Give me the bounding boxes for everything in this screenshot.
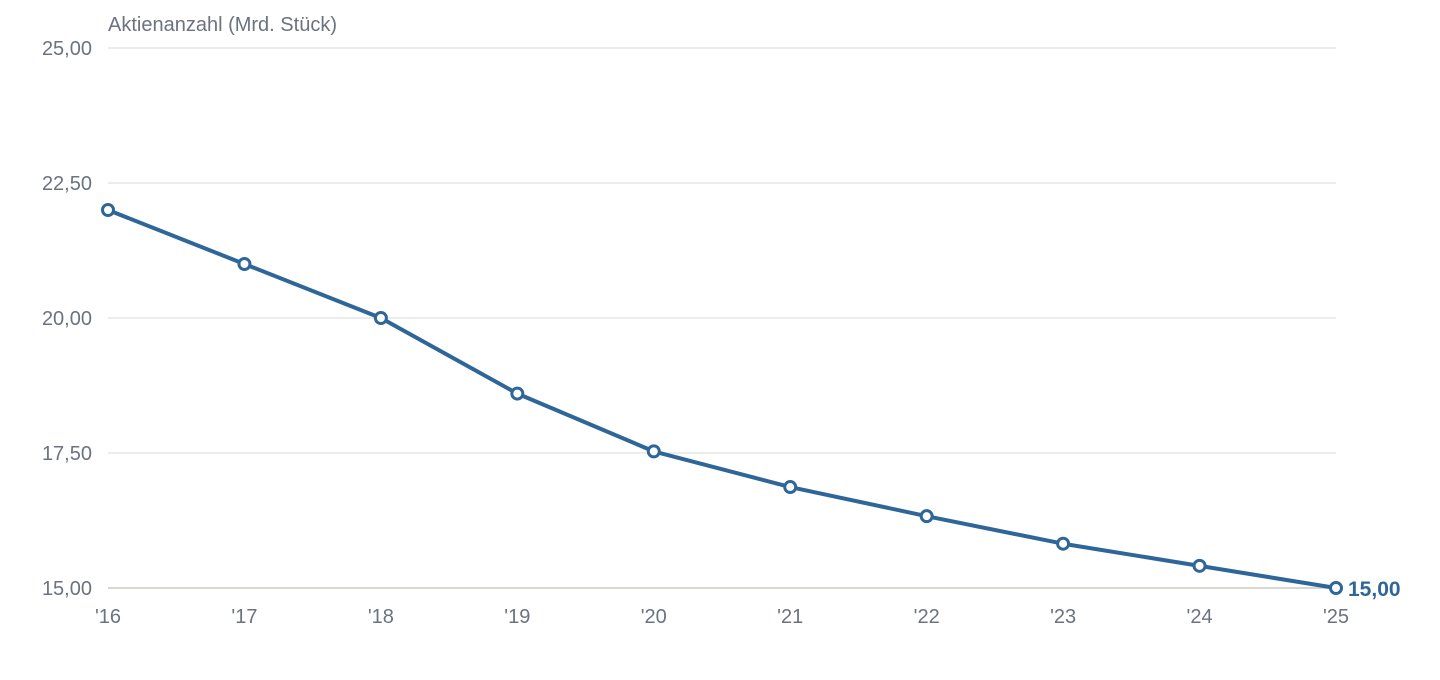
series-line <box>106 208 1338 590</box>
series-layer <box>101 203 1343 595</box>
gridlines <box>108 47 1336 589</box>
data-point <box>1329 581 1343 595</box>
y-axis-title: Aktienanzahl (Mrd. Stück) <box>108 14 337 36</box>
data-point <box>1192 558 1207 573</box>
y-axis-ticks: 15,00 17,50 20,00 22,50 25,00 <box>42 38 92 600</box>
data-point <box>373 311 388 325</box>
y-tick-label: 22,50 <box>42 173 92 195</box>
x-tick-label: '25 <box>1323 606 1349 628</box>
x-tick-label: '21 <box>777 606 803 628</box>
x-tick-label: '16 <box>95 606 121 628</box>
last-value-label: 15,00 <box>1348 578 1401 601</box>
y-tick-label: 25,00 <box>42 38 92 60</box>
data-point <box>783 480 798 495</box>
y-tick-label: 15,00 <box>42 578 92 600</box>
data-point <box>646 444 661 459</box>
data-point <box>919 509 934 524</box>
x-tick-label: '18 <box>368 606 394 628</box>
data-point <box>510 386 525 401</box>
x-tick-label: '24 <box>1187 606 1213 628</box>
x-tick-label: '23 <box>1050 606 1076 628</box>
data-point <box>237 257 252 271</box>
x-tick-label: '19 <box>504 606 530 628</box>
y-tick-label: 20,00 <box>42 308 92 330</box>
data-point <box>1056 536 1071 551</box>
data-point <box>101 203 115 217</box>
x-tick-label: '22 <box>914 606 940 628</box>
y-tick-label: 17,50 <box>42 443 92 465</box>
x-tick-label: '20 <box>641 606 667 628</box>
x-axis-ticks: '16 '17 '18 '19 '20 '21 '22 '23 '24 '25 <box>95 606 1349 628</box>
x-tick-label: '17 <box>231 606 257 628</box>
